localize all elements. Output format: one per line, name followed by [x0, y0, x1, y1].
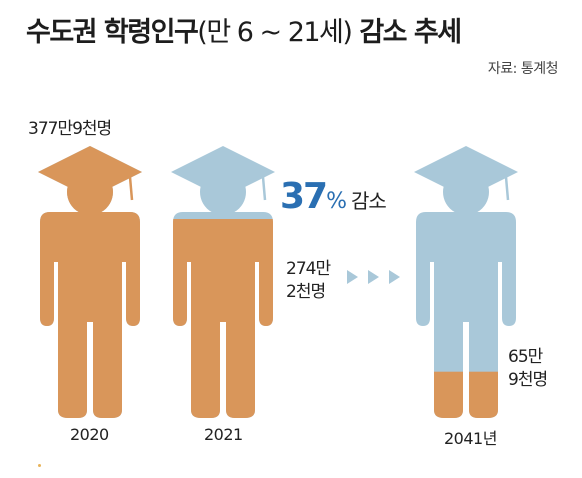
arrow-indicator [347, 270, 400, 284]
value-label-2021: 274만 2천명 [286, 259, 331, 302]
title-tail: 감소 추세 [359, 17, 462, 48]
population-fill [171, 219, 275, 418]
page-title: 수도권 학령인구(만 6 ~ 21세) 감소 추세 [26, 10, 462, 49]
person-figure-1 [171, 146, 275, 418]
percent-sign: % [326, 189, 348, 214]
year-label-2020: 2020 [70, 425, 109, 444]
title-paren: (만 6 ~ 21세) [197, 17, 353, 48]
decorative-dot [38, 464, 41, 467]
tassel [504, 176, 510, 201]
decrease-percent: 37 [280, 176, 328, 217]
arrow-head-2 [389, 270, 400, 284]
arrow-head-0 [347, 270, 358, 284]
year-label-2021: 2021 [204, 425, 243, 444]
tassel [261, 176, 267, 201]
year-label-2041: 2041년 [444, 429, 497, 448]
value-label-2020: 377만9천명 [28, 119, 112, 139]
decrease-annotation: 37% 감소 [280, 176, 387, 217]
population-fill [38, 146, 142, 418]
value-label-2041: 65만 9천명 [508, 347, 548, 390]
title-main: 수도권 학령인구 [26, 17, 199, 48]
decrease-word: 감소 [351, 189, 387, 213]
person-figure-0 [38, 146, 142, 418]
source-label: 자료: 통계청 [487, 61, 559, 77]
arrow-head-1 [368, 270, 379, 284]
tassel [128, 176, 134, 201]
